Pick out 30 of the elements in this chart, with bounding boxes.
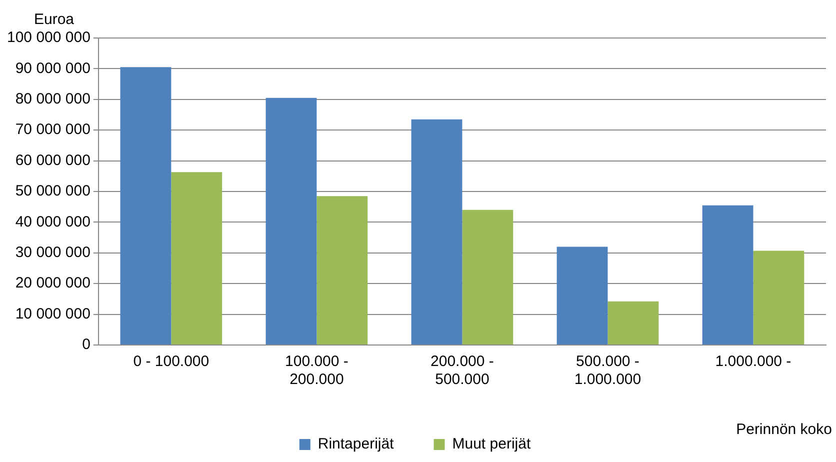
bar [171, 172, 222, 344]
y-tick-label: 50 000 000 [15, 182, 90, 200]
bar [702, 205, 754, 344]
bar [462, 210, 514, 344]
x-tick-label: 1.000.000 - [715, 353, 792, 370]
bar [753, 250, 804, 344]
y-tick-label: 80 000 000 [15, 90, 90, 108]
x-axis-title: Perinnön koko [736, 421, 832, 438]
y-tick-label: 70 000 000 [15, 121, 90, 138]
y-tick-label: 40 000 000 [15, 213, 90, 230]
x-tick-label: 0 - 100.000 [133, 353, 210, 370]
y-tick-label: 0 [82, 336, 90, 354]
y-tick-label: 100 000 000 [6, 29, 90, 46]
y-tick-label: 30 000 000 [15, 244, 90, 262]
y-tick-label: 20 000 000 [15, 274, 90, 292]
legend-label: Rintaperijät [318, 436, 395, 453]
y-tick-label: 60 000 000 [15, 152, 90, 169]
bar [316, 196, 368, 344]
bar [266, 98, 317, 344]
x-tick-label: 500.000 - 1.000.000 [574, 353, 642, 388]
bar [411, 119, 462, 344]
y-tick-label: 90 000 000 [15, 60, 90, 77]
x-tick-label: 200.000 - 500.000 [430, 353, 494, 388]
bar [608, 301, 659, 344]
legend-label: Muut perijät [452, 436, 532, 453]
bar [120, 67, 172, 344]
bar [556, 246, 608, 344]
y-tick-label: 10 000 000 [15, 305, 90, 322]
y-axis-title: Euroa [34, 11, 75, 28]
x-tick-label: 100.000 - 200.000 [284, 353, 348, 388]
